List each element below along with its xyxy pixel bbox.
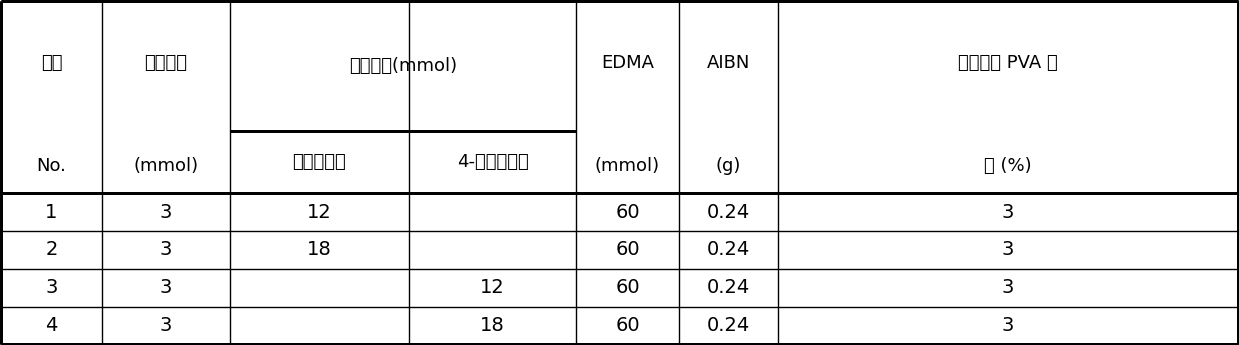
Text: 60: 60 bbox=[616, 278, 639, 297]
Text: 度 (%): 度 (%) bbox=[984, 157, 1032, 175]
Text: 甲基丙烯酸: 甲基丙烯酸 bbox=[292, 153, 346, 171]
Text: 3: 3 bbox=[1002, 316, 1015, 335]
Text: 连续相中 PVA 浓: 连续相中 PVA 浓 bbox=[958, 53, 1058, 71]
Text: EDMA: EDMA bbox=[601, 53, 654, 71]
Text: 3: 3 bbox=[160, 278, 172, 297]
Text: 3: 3 bbox=[1002, 240, 1015, 259]
Text: 18: 18 bbox=[307, 240, 332, 259]
Text: 0.24: 0.24 bbox=[706, 240, 750, 259]
Text: 60: 60 bbox=[616, 316, 639, 335]
Text: (g): (g) bbox=[716, 157, 741, 175]
Text: No.: No. bbox=[36, 157, 67, 175]
Text: AIBN: AIBN bbox=[706, 53, 750, 71]
Text: 3: 3 bbox=[1002, 278, 1015, 297]
Text: (mmol): (mmol) bbox=[134, 157, 198, 175]
Text: 0.24: 0.24 bbox=[706, 278, 750, 297]
Text: 60: 60 bbox=[616, 203, 639, 221]
Text: 3: 3 bbox=[46, 278, 58, 297]
Text: 序号: 序号 bbox=[41, 53, 62, 71]
Text: 4-乙烯基吡啶: 4-乙烯基吡啶 bbox=[457, 153, 529, 171]
Text: 0.24: 0.24 bbox=[706, 203, 750, 221]
Text: 60: 60 bbox=[616, 240, 639, 259]
Text: (mmol): (mmol) bbox=[595, 157, 660, 175]
Text: 3: 3 bbox=[1002, 203, 1015, 221]
Text: 1: 1 bbox=[46, 203, 58, 221]
Text: 12: 12 bbox=[481, 278, 506, 297]
Text: 3: 3 bbox=[160, 316, 172, 335]
Text: 4: 4 bbox=[46, 316, 58, 335]
Text: 12: 12 bbox=[307, 203, 332, 221]
Text: 0.24: 0.24 bbox=[706, 316, 750, 335]
Text: 功能单体(mmol): 功能单体(mmol) bbox=[349, 57, 457, 75]
Text: 模板分子: 模板分子 bbox=[145, 53, 187, 71]
Text: 2: 2 bbox=[46, 240, 58, 259]
Text: 3: 3 bbox=[160, 240, 172, 259]
Text: 18: 18 bbox=[481, 316, 506, 335]
Text: 3: 3 bbox=[160, 203, 172, 221]
